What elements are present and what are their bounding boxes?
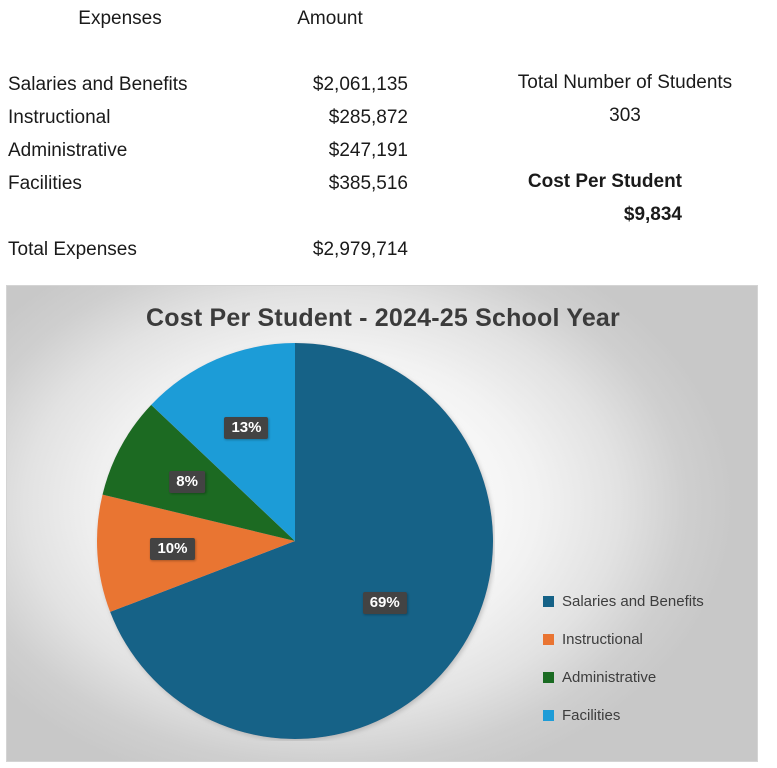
- legend-item-facilities[interactable]: Facilities: [543, 696, 753, 734]
- legend-swatch-icon: [543, 595, 554, 607]
- table-total-row: Total Expenses $2,979,714: [0, 235, 420, 265]
- pie-slice[interactable]: [151, 343, 295, 541]
- expense-label: Administrative: [8, 140, 128, 161]
- pie-chart: 69% 10% 8% 13%: [95, 341, 495, 741]
- column-header-expenses: Expenses: [78, 8, 162, 29]
- legend-item-administrative[interactable]: Administrative: [543, 658, 753, 696]
- chart-legend: Salaries and Benefits Instructional Admi…: [543, 582, 753, 734]
- table-row: Administrative $247,191: [0, 136, 420, 166]
- legend-swatch-icon: [543, 633, 554, 645]
- slice-label-facilities: 13%: [224, 417, 269, 440]
- expense-amount: $247,191: [328, 140, 408, 161]
- expense-amount: $385,516: [328, 173, 408, 194]
- cost-per-student-label: Cost Per Student: [527, 171, 682, 192]
- legend-swatch-icon: [543, 709, 554, 721]
- total-expenses-label: Total Expenses: [8, 239, 137, 260]
- table-header-row: Expenses Amount: [0, 4, 420, 34]
- legend-item-salaries[interactable]: Salaries and Benefits: [543, 582, 753, 620]
- table-row: Facilities $385,516: [0, 169, 420, 199]
- column-header-amount: Amount: [297, 8, 363, 29]
- expense-label: Salaries and Benefits: [8, 74, 188, 95]
- pie-slice[interactable]: [110, 343, 494, 739]
- total-expenses-amount: $2,979,714: [312, 239, 408, 260]
- slice-label-administrative: 8%: [169, 471, 205, 494]
- table-row: Instructional $285,872: [0, 103, 420, 133]
- legend-item-instructional[interactable]: Instructional: [543, 620, 753, 658]
- pie-chart-panel: Cost Per Student - 2024-25 School Year 6…: [6, 285, 758, 762]
- slice-label-instructional: 10%: [150, 537, 195, 560]
- expense-amount: $285,872: [328, 107, 408, 128]
- cost-per-student-value: $9,834: [623, 204, 682, 225]
- slice-label-salaries: 69%: [362, 591, 407, 614]
- chart-title: Cost Per Student - 2024-25 School Year: [146, 304, 620, 332]
- expense-label: Instructional: [8, 107, 111, 128]
- total-students-label: Total Number of Students: [517, 72, 733, 93]
- legend-label: Salaries and Benefits: [562, 592, 704, 610]
- pie-svg: [97, 343, 494, 739]
- table-row: Salaries and Benefits $2,061,135: [0, 70, 420, 100]
- legend-swatch-icon: [543, 671, 554, 683]
- expense-label: Facilities: [8, 173, 82, 194]
- summary-area: Expenses Amount Salaries and Benefits $2…: [0, 0, 777, 285]
- legend-label: Instructional: [562, 630, 643, 648]
- pie-slice[interactable]: [97, 494, 295, 612]
- total-students-value: 303: [609, 105, 641, 126]
- legend-label: Administrative: [562, 668, 657, 686]
- expense-amount: $2,061,135: [312, 74, 408, 95]
- legend-label: Facilities: [562, 706, 621, 724]
